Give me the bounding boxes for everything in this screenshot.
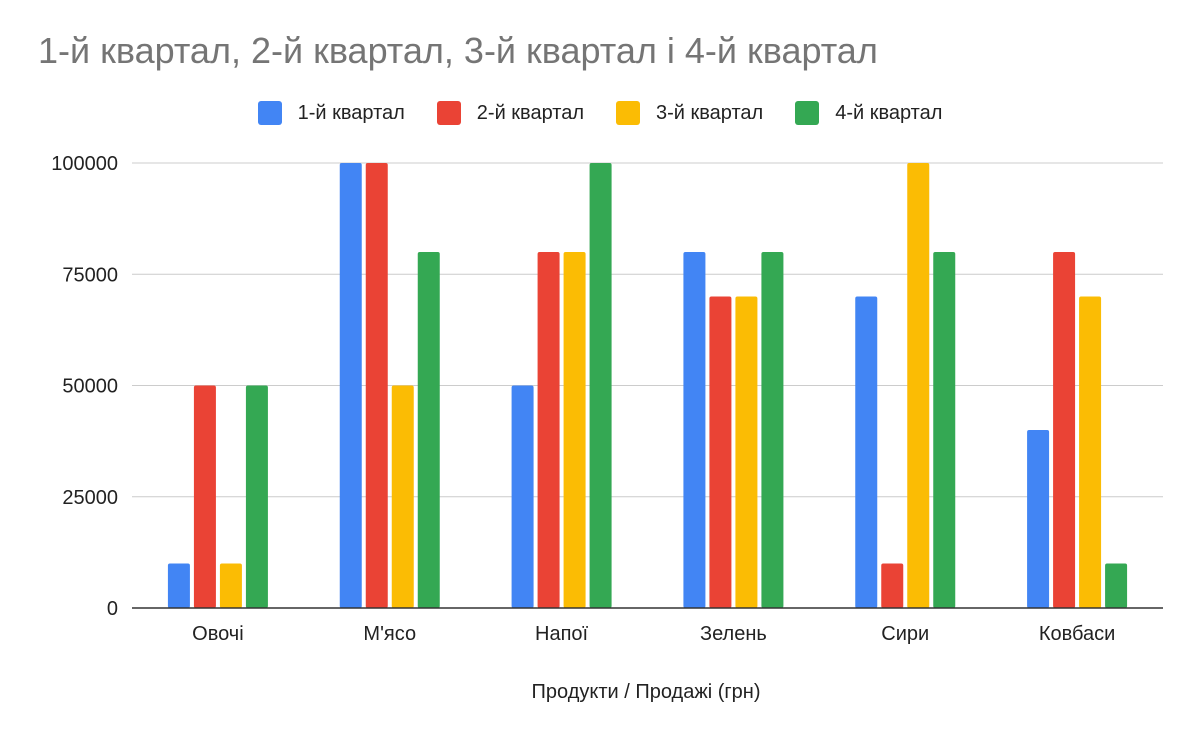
legend-label-q4: 4-й квартал [835,101,943,124]
bar[interactable] [417,252,440,608]
bar[interactable] [391,385,414,609]
bar[interactable] [589,163,612,608]
legend-item-q1[interactable]: 1-й квартал [257,101,405,125]
y-tick-label: 50000 [62,376,118,398]
y-tick-label: 75000 [62,264,118,286]
legend-item-q2[interactable]: 2-й квартал [436,101,584,125]
bar[interactable] [683,252,706,608]
bar[interactable] [907,163,930,608]
bar[interactable] [219,563,242,609]
bar[interactable] [365,163,388,608]
legend-swatch-q1 [257,101,282,125]
axis-layer: 0 25000 50000 75000 100000 Овочі М'ясо Напої Зел… [51,153,1163,645]
y-tick-label: 25000 [62,487,118,509]
legend-label-q2: 2-й квартал [476,101,584,124]
grid-layer [132,162,1163,498]
bar[interactable] [537,252,560,608]
bar[interactable] [761,252,784,608]
bar[interactable] [245,385,268,609]
x-tick-label: Ковбаси [1039,623,1115,645]
y-tick-label: 0 [107,598,118,620]
bar[interactable] [933,252,956,608]
bar[interactable] [167,563,190,609]
bar[interactable] [339,163,362,608]
x-tick-label: Напої [535,623,589,645]
bar[interactable] [735,296,758,609]
legend-label-q3: 3-й квартал [656,101,764,124]
x-tick-label: М'ясо [363,623,416,645]
x-tick-label: Сири [881,623,929,645]
bar[interactable] [1053,252,1076,608]
legend-swatch-q3 [616,101,640,125]
bars-layer [167,163,1128,609]
x-tick-label: Зелень [700,623,767,645]
legend: 1-й квартал 2-й квартал 3-й квартал 4-й … [0,98,1200,128]
legend-item-q4[interactable]: 4-й квартал [795,101,942,125]
bar[interactable] [855,296,878,609]
bar[interactable] [1027,430,1050,608]
legend-swatch-q2 [436,101,461,125]
bar[interactable] [1105,563,1128,609]
legend-label-q1: 1-й квартал [297,101,405,124]
bar[interactable] [881,563,904,609]
bar[interactable] [193,385,216,609]
bar[interactable] [709,296,732,609]
x-tick-label: Овочі [192,623,244,645]
bar[interactable] [1079,296,1102,609]
x-axis-title: Продукти / Продажі (грн) [532,681,761,703]
chart-title: 1-й квартал, 2-й квартал, 3-й квартал і … [38,30,878,71]
bar[interactable] [511,385,534,609]
bar[interactable] [563,252,586,608]
y-tick-label: 100000 [51,153,118,175]
legend-item-q3[interactable]: 3-й квартал [616,101,763,125]
legend-swatch-q4 [795,101,820,125]
